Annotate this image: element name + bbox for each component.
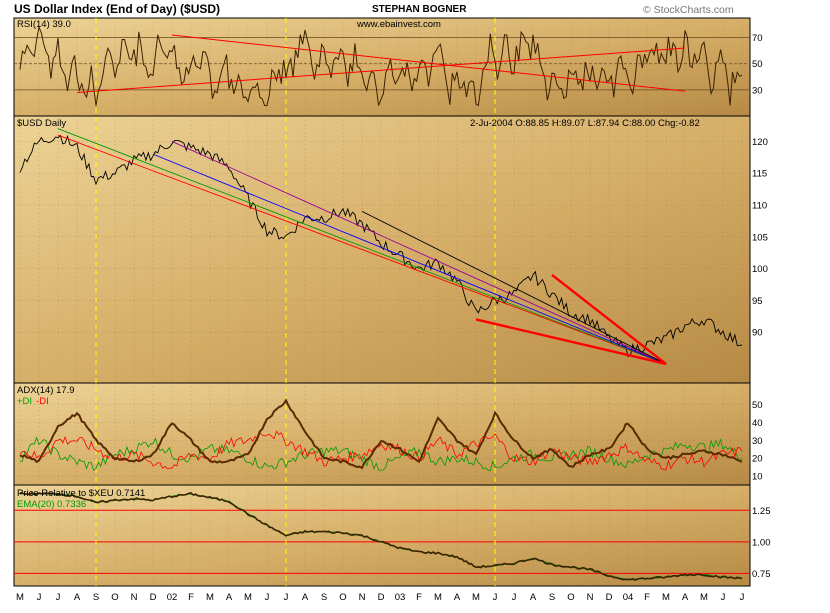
y-tick-label: 120 xyxy=(752,137,768,148)
y-tick-label: 30 xyxy=(752,85,763,96)
x-tick-label: D xyxy=(606,592,613,603)
x-tick-label: F xyxy=(644,592,650,603)
y-tick-label: 95 xyxy=(752,296,763,307)
y-tick-label: 40 xyxy=(752,418,763,429)
copyright-label: © StockCharts.com xyxy=(643,4,734,16)
cycle-markers xyxy=(95,18,496,586)
x-tick-label: J xyxy=(265,592,270,603)
ratio-line xyxy=(19,491,743,581)
x-tick-label: F xyxy=(416,592,422,603)
price-trendline-red xyxy=(551,273,667,365)
trendline-layer xyxy=(57,34,686,366)
adx-panel xyxy=(13,382,751,486)
x-tick-label: 04 xyxy=(623,592,634,603)
y-tick-label: 105 xyxy=(752,232,768,243)
x-tick-label: S xyxy=(93,592,99,603)
price-panel xyxy=(13,115,751,384)
x-tick-label: M xyxy=(700,592,708,603)
plot-layer xyxy=(19,25,743,581)
x-tick-label: J xyxy=(493,592,498,603)
x-tick-label: F xyxy=(188,592,194,603)
x-tick-label: M xyxy=(244,592,252,603)
rsi-label: RSI(14) 39.0 xyxy=(17,19,71,30)
y-tick-label: 0.75 xyxy=(752,569,771,580)
x-tick-label: S xyxy=(549,592,555,603)
price-trendline-blue xyxy=(152,153,667,365)
x-tick-label: 03 xyxy=(395,592,406,603)
x-tick-label: D xyxy=(378,592,385,603)
x-tick-label: N xyxy=(359,592,366,603)
x-tick-label: A xyxy=(302,592,309,603)
minus-di-line xyxy=(19,430,743,471)
x-tick-label: M xyxy=(206,592,214,603)
x-tick-label: A xyxy=(74,592,81,603)
x-tick-label: M xyxy=(16,592,24,603)
x-tick-label: A xyxy=(682,592,689,603)
y-tick-label: 50 xyxy=(752,400,763,411)
x-tick-label: M xyxy=(662,592,670,603)
x-axis-labels: M J J A S O N D 02 F M A M J J A S O N D 03 F M A M J J A S O N D 04 F M A M… xyxy=(16,592,745,603)
x-tick-label: J xyxy=(37,592,42,603)
x-tick-label: O xyxy=(111,592,118,603)
rsi-line xyxy=(19,25,743,107)
x-tick-label: J xyxy=(512,592,517,603)
y-tick-label: 90 xyxy=(752,328,763,339)
rsi-trendline xyxy=(171,34,686,92)
x-tick-label: O xyxy=(339,592,346,603)
grid-lines xyxy=(14,18,750,586)
ema-label: EMA(20) 0.7336 xyxy=(17,499,86,510)
x-tick-label: M xyxy=(434,592,442,603)
minus-di-legend: -DI xyxy=(36,396,49,407)
y-tick-label: 1.25 xyxy=(752,506,771,517)
y-tick-label: 110 xyxy=(752,201,767,212)
x-tick-label: J xyxy=(740,592,745,603)
plus-di-line xyxy=(19,436,743,472)
price-trendline-red xyxy=(475,318,667,366)
y-tick-label: 100 xyxy=(752,264,768,275)
x-tick-label: A xyxy=(530,592,537,603)
x-tick-label: N xyxy=(587,592,594,603)
x-tick-label: A xyxy=(226,592,233,603)
price-label: $USD Daily xyxy=(17,118,66,129)
x-tick-label: M xyxy=(472,592,480,603)
price-quote: 2-Ju-2004 O:88.85 H:89.07 L:87.94 C:88.0… xyxy=(470,118,700,129)
ratio-panel xyxy=(13,484,751,587)
x-tick-label: S xyxy=(321,592,327,603)
price-trendline-black xyxy=(361,210,667,365)
x-tick-label: N xyxy=(131,592,138,603)
adx-label: ADX(14) 17.9 xyxy=(17,385,75,396)
y-tick-label: 10 xyxy=(752,472,763,483)
rsi-panel xyxy=(13,17,751,117)
y-tick-label: 115 xyxy=(752,169,767,180)
adx-line xyxy=(19,398,743,470)
x-tick-label: O xyxy=(567,592,574,603)
price-line xyxy=(19,134,743,358)
x-tick-label: D xyxy=(150,592,157,603)
y-axis-labels: 70 50 30 120 115 110 105 100 95 90 50 40 30 20 10 1.25 1… xyxy=(752,33,771,580)
website-label: www.ebainvest.com xyxy=(356,19,441,30)
header-bar xyxy=(0,0,830,18)
price-trendline-red xyxy=(57,134,667,365)
rsi-trendline xyxy=(76,47,686,93)
ratio-label: Price Relative to $XEU 0.7141 xyxy=(17,488,145,499)
author-label: STEPHAN BOGNER xyxy=(372,4,467,15)
chart-title: US Dollar Index (End of Day) ($USD) xyxy=(14,2,220,16)
x-tick-label: A xyxy=(454,592,461,603)
y-tick-label: 50 xyxy=(752,59,763,70)
x-tick-label: J xyxy=(56,592,61,603)
plus-di-legend: +DI xyxy=(17,396,32,407)
adx-legend: +DI -DI xyxy=(17,396,49,407)
y-tick-label: 70 xyxy=(752,33,763,44)
y-tick-label: 1.00 xyxy=(752,537,771,548)
price-trendline-green xyxy=(57,128,667,365)
x-tick-label: J xyxy=(284,592,289,603)
y-tick-label: 20 xyxy=(752,454,763,465)
x-tick-label: J xyxy=(721,592,726,603)
y-tick-label: 30 xyxy=(752,436,763,447)
x-tick-label: 02 xyxy=(167,592,178,603)
price-trendline-purple xyxy=(171,141,667,365)
